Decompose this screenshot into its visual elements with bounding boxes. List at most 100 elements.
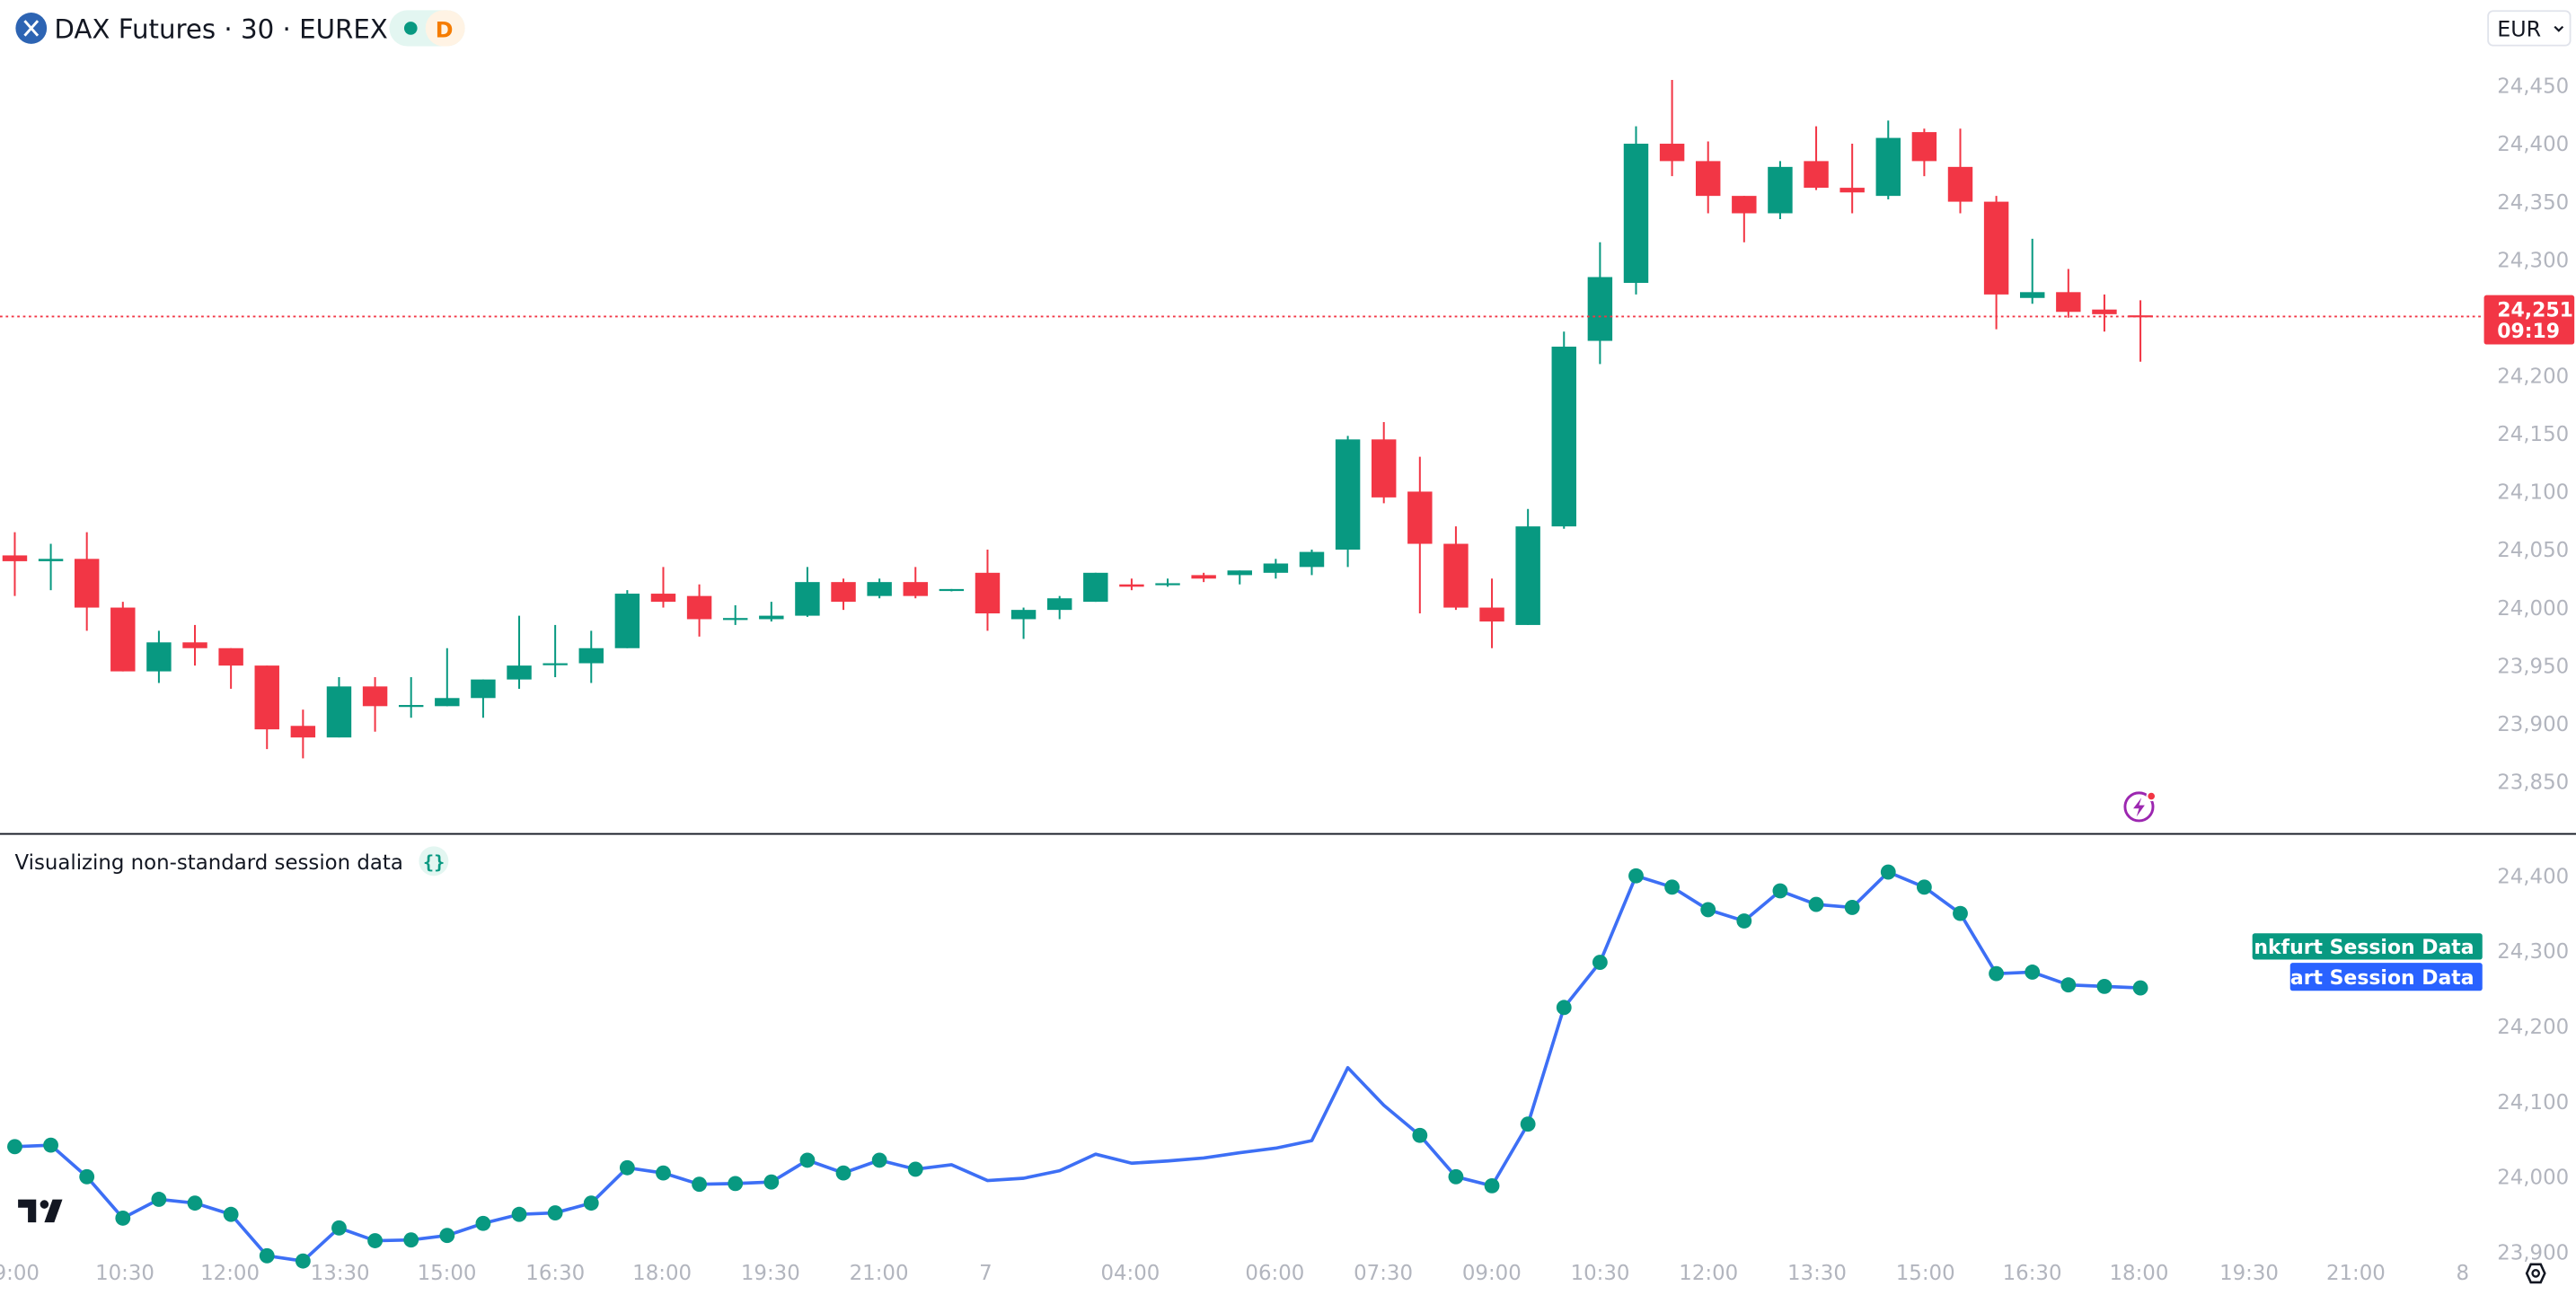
indicator-legend[interactable]: Visualizing non-standard session data {} [14, 846, 449, 877]
time-tick-label: 10:30 [1571, 1262, 1630, 1285]
time-tick-label: 13:30 [1787, 1262, 1847, 1285]
frankfurt-session-point [1556, 1000, 1572, 1016]
candle-body [686, 595, 712, 620]
lightning-alert-icon[interactable] [2123, 790, 2157, 823]
candle [831, 578, 856, 611]
candle-body [1551, 347, 1576, 527]
candle [1768, 161, 1793, 219]
price-tick-label: 24,400 [2497, 133, 2569, 156]
frankfurt-session-point [511, 1206, 527, 1222]
frankfurt-session-point [907, 1161, 923, 1177]
price-tick-label: 24,300 [2497, 249, 2569, 272]
candle-body [1119, 584, 1144, 587]
candle-body [759, 615, 784, 620]
candle-body [182, 642, 207, 648]
candle-body [1983, 201, 2009, 295]
candle-body [543, 663, 568, 665]
time-tick-label: 13:30 [311, 1262, 370, 1285]
delayed-badge: D [436, 17, 454, 42]
candle [939, 588, 965, 592]
time-tick-label: 06:00 [1245, 1262, 1304, 1285]
frankfurt-session-point [656, 1165, 671, 1181]
frankfurt-session-label: Frankfurt Session Data [2219, 937, 2474, 959]
candle-body [435, 698, 460, 707]
currency-select[interactable]: EUR [2487, 10, 2572, 47]
candle [1407, 456, 1433, 614]
candle [1479, 578, 1504, 648]
candle-body [326, 686, 352, 738]
candle-body [398, 705, 424, 708]
last-price-label: 24,251 09:19 [2483, 295, 2575, 345]
candle-body [218, 648, 243, 666]
candle [903, 567, 928, 599]
candle [1371, 421, 1397, 504]
candle-body [614, 594, 640, 648]
candle [1911, 128, 1937, 177]
candle-body [507, 665, 532, 680]
candle-body [903, 582, 928, 596]
price-axis[interactable]: 24,450 24,400 24,350 24,300 24,200 24,150 24,1… [2497, 75, 2569, 795]
candle-body [1299, 551, 1325, 568]
candle-body [831, 582, 856, 603]
candle [1623, 126, 1649, 295]
frankfurt-session-point [692, 1176, 707, 1193]
indicator-pane [7, 864, 2148, 1269]
candle [218, 648, 243, 689]
candle-body [1839, 188, 1865, 193]
frankfurt-session-point [799, 1152, 816, 1168]
curly-braces-icon[interactable] [419, 846, 449, 877]
candle [1551, 331, 1576, 529]
candle [1443, 526, 1469, 611]
candle-body [1911, 132, 1937, 162]
frankfurt-session-point [1844, 900, 1860, 915]
time-tick-label: 7 [979, 1262, 992, 1285]
candle [867, 578, 892, 599]
frankfurt-session-point [259, 1247, 275, 1264]
time-tick-label: 07:30 [1354, 1262, 1413, 1285]
candle-body [1479, 607, 1504, 622]
symbol-header[interactable]: DAX Futures · 30 · EUREX D [15, 10, 465, 47]
time-tick-label: 16:30 [2003, 1262, 2062, 1285]
candle [1695, 141, 1721, 214]
chevron-down-icon [2554, 25, 2564, 32]
time-tick-label: 04:00 [1100, 1262, 1160, 1285]
candle [614, 590, 640, 648]
settings-gear-icon[interactable] [2525, 1263, 2546, 1284]
candle [1875, 120, 1901, 200]
frankfurt-session-point [295, 1253, 311, 1269]
chart-session-label: Chart Session Data [2262, 967, 2474, 990]
market-open-dot-icon [403, 22, 418, 35]
indicator-tick-label: 24,300 [2497, 940, 2569, 964]
candle-body [290, 726, 316, 738]
candle-body [1191, 575, 1216, 579]
chart-session-line [14, 870, 2141, 1263]
candle [1083, 572, 1108, 603]
price-tick-label: 24,000 [2497, 597, 2569, 621]
candle [1227, 570, 1252, 585]
frankfurt-session-point [2096, 978, 2113, 994]
frankfurt-session-point [367, 1233, 383, 1248]
time-tick-label: 15:00 [418, 1262, 477, 1285]
candle-body [1443, 543, 1469, 608]
candle-body [1947, 166, 1973, 202]
candle [795, 567, 820, 617]
frankfurt-session-point [1989, 965, 2005, 982]
candle [74, 532, 100, 631]
frankfurt-session-point [1592, 955, 1608, 970]
time-axis[interactable]: 9:00 10:30 12:00 13:30 15:00 16:30 18:00 19:30 2… [0, 1262, 2469, 1285]
candle [1947, 128, 1973, 214]
indicator-tick-label: 24,000 [2497, 1167, 2569, 1190]
candle [146, 630, 172, 683]
time-tick-label: 12:00 [200, 1262, 260, 1285]
candle-body [795, 582, 820, 616]
indicator-axis[interactable]: 24,400 24,300 24,200 24,100 24,000 23,900 [2497, 865, 2569, 1264]
last-price-value: 24,251 [2497, 299, 2573, 322]
candle-body [146, 642, 172, 672]
candle-body [2, 555, 28, 561]
candle [507, 615, 532, 689]
candle [362, 677, 388, 732]
price-tick-label: 24,450 [2497, 75, 2569, 99]
tradingview-logo[interactable] [18, 1199, 63, 1223]
candle-body [939, 588, 965, 592]
